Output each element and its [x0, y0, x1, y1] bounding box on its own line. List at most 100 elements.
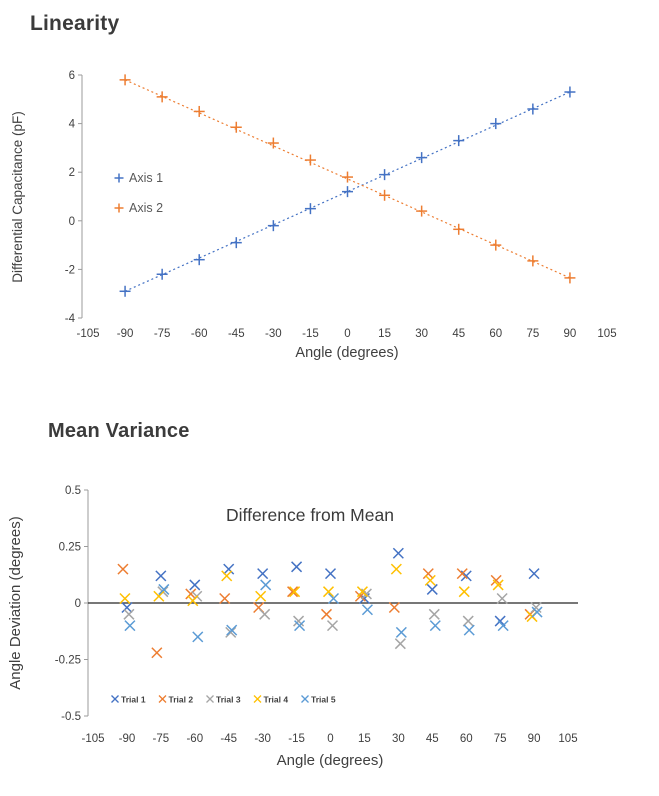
y-tick-label: -0.5 — [61, 711, 81, 723]
x-tick-label: -90 — [117, 328, 134, 340]
x-marker — [428, 608, 440, 620]
x-marker — [253, 601, 265, 614]
legend-label: Axis 1 — [129, 171, 163, 185]
legend-item: Axis 2 — [114, 201, 163, 215]
x-marker — [293, 615, 305, 627]
x-marker — [463, 624, 475, 636]
x-marker — [287, 586, 299, 598]
x-marker — [260, 579, 272, 591]
legend-label: Axis 2 — [129, 201, 163, 215]
x-marker — [155, 570, 167, 582]
x-marker — [119, 592, 131, 605]
x-marker — [320, 608, 333, 620]
y-tick-label: 0 — [75, 598, 81, 610]
x-marker — [289, 586, 301, 598]
y-tick-label: 0 — [69, 216, 75, 228]
series-trial-2 — [117, 563, 536, 659]
x-marker — [158, 583, 170, 595]
x-marker — [424, 574, 436, 586]
x-tick-label: -30 — [254, 733, 271, 745]
linearity-plot-area: 6 4 2 0 -2 -4-105 -90 -75 -60 -45 -30 -15 0 15 30 45 60 7… — [65, 70, 617, 340]
x-marker — [392, 547, 404, 559]
x-marker — [356, 586, 368, 598]
x-marker — [226, 624, 238, 636]
x-marker — [490, 574, 502, 586]
legend-item: Trial 3 — [206, 695, 241, 705]
x-marker — [497, 620, 509, 632]
x-tick-label: 105 — [597, 328, 616, 340]
legend-item: Trial 4 — [253, 695, 289, 705]
legend-item: Trial 2 — [158, 695, 194, 705]
x-marker — [422, 568, 434, 580]
x-tick-label: 45 — [452, 328, 465, 340]
x-marker — [360, 588, 372, 600]
x-tick-label: 0 — [327, 733, 333, 745]
x-marker — [361, 604, 373, 616]
x-marker — [225, 626, 237, 638]
x-tick-label: 60 — [460, 733, 473, 745]
mean-variance-chart: Angle Deviation (degrees) Angle (degrees… — [7, 485, 578, 769]
legend-label: Trial 3 — [216, 695, 241, 705]
legend-label: Trial 2 — [169, 695, 194, 705]
legend-label: Trial 4 — [264, 695, 289, 705]
linearity-y-axis-title: Differential Capacitance (pF) — [10, 111, 25, 283]
legend-item: Axis 1 — [114, 171, 163, 185]
legend-item: Trial 5 — [301, 695, 336, 705]
linearity-x-axis-title: Angle (degrees) — [295, 345, 398, 361]
x-marker — [294, 620, 306, 632]
x-tick-label: 15 — [378, 328, 391, 340]
x-tick-label: -75 — [153, 733, 170, 745]
series-axis-1 — [119, 86, 576, 297]
x-marker — [426, 583, 438, 595]
legend-label: Trial 5 — [311, 695, 336, 705]
y-tick-label: -0.25 — [55, 655, 81, 667]
x-tick-label: 30 — [415, 328, 428, 340]
mean-variance-y-axis-title: Angle Deviation (degrees) — [7, 516, 24, 689]
x-marker — [324, 568, 337, 580]
x-marker — [187, 595, 199, 607]
x-marker — [458, 586, 470, 598]
x-marker — [462, 615, 474, 627]
x-marker — [111, 695, 119, 703]
difference-from-mean-title: Difference from Mean — [226, 505, 394, 525]
x-marker — [117, 563, 129, 575]
y-tick-label: -4 — [65, 313, 76, 325]
x-tick-label: -90 — [119, 733, 136, 745]
x-marker — [456, 568, 468, 580]
x-marker — [158, 695, 167, 703]
x-marker — [388, 601, 400, 614]
x-tick-label: -30 — [265, 328, 282, 340]
x-tick-label: -105 — [81, 733, 104, 745]
x-marker — [192, 631, 204, 643]
x-marker — [429, 620, 441, 632]
x-marker — [189, 579, 201, 591]
x-marker — [291, 561, 303, 573]
x-tick-label: 90 — [528, 733, 541, 745]
x-marker — [390, 563, 402, 575]
series-trial-5 — [124, 579, 543, 643]
x-marker — [206, 695, 214, 703]
x-tick-label: -15 — [288, 733, 305, 745]
legend-label: Trial 1 — [121, 695, 146, 705]
x-marker — [492, 579, 504, 591]
x-tick-label: -60 — [186, 733, 203, 745]
x-marker — [394, 638, 406, 650]
y-tick-label: -2 — [65, 264, 75, 276]
x-tick-label: 90 — [564, 328, 577, 340]
x-marker — [255, 590, 267, 602]
x-marker — [253, 695, 262, 703]
x-tick-label: -60 — [191, 328, 208, 340]
x-marker — [322, 586, 335, 598]
x-marker — [531, 606, 543, 618]
linearity-chart: Differential Capacitance (pF) Angle (deg… — [10, 70, 617, 361]
x-tick-label: -45 — [220, 733, 237, 745]
x-tick-label: 45 — [426, 733, 439, 745]
x-marker — [326, 620, 339, 632]
series-trial-3 — [123, 586, 542, 650]
mean-variance-x-axis-title: Angle (degrees) — [277, 752, 384, 769]
x-marker — [153, 590, 165, 602]
series-axis-2 — [119, 74, 576, 284]
x-marker — [151, 647, 163, 659]
series-trial-4 — [119, 563, 538, 623]
y-tick-label: 0.25 — [59, 542, 81, 554]
